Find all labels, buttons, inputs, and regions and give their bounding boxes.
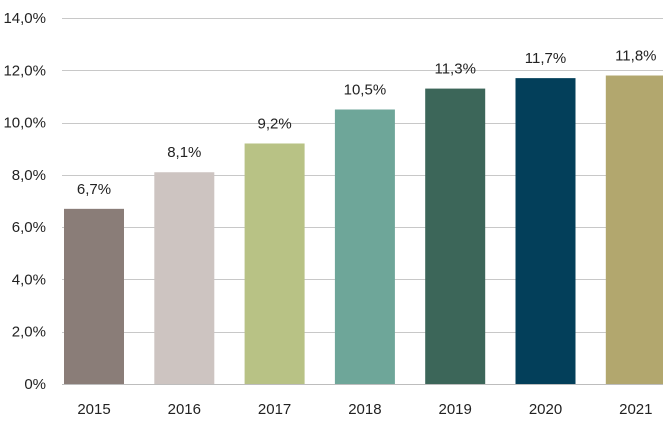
data-label: 11,7%	[525, 50, 566, 67]
x-tick-label: 2020	[529, 401, 562, 418]
y-tick-label: 2,0%	[12, 324, 46, 341]
y-tick-label: 0%	[24, 376, 46, 393]
x-axis-ticks: 2015 2016 2017 2018 2019 2020 2021	[77, 401, 652, 418]
y-tick-label: 4,0%	[12, 271, 46, 288]
y-tick-label: 6,0%	[12, 219, 46, 236]
x-tick-label: 2015	[77, 401, 110, 418]
x-tick-label: 2018	[348, 401, 381, 418]
bar-2017	[244, 143, 305, 384]
bar-2016	[154, 172, 215, 384]
data-labels: 6,7% 8,1% 9,2% 10,5% 11,3% 11,7% 11,8%	[77, 48, 657, 198]
data-label: 6,7%	[77, 181, 111, 198]
bar-2015	[64, 208, 124, 384]
y-tick-label: 14,0%	[3, 10, 46, 27]
y-tick-label: 8,0%	[12, 167, 46, 184]
y-tick-label: 10,0%	[3, 115, 46, 132]
data-label: 11,3%	[434, 61, 475, 78]
data-label: 10,5%	[344, 82, 387, 99]
bar-2021	[605, 75, 663, 384]
data-label: 8,1%	[167, 144, 201, 161]
data-label: 9,2%	[257, 115, 291, 132]
data-label: 11,8%	[615, 48, 656, 65]
y-tick-label: 12,0%	[3, 62, 46, 79]
x-tick-label: 2021	[619, 401, 652, 418]
x-tick-label: 2019	[439, 401, 472, 418]
bar-2020	[515, 78, 576, 384]
bar-2019	[425, 88, 486, 384]
x-tick-label: 2017	[258, 401, 291, 418]
y-axis-ticks: 0% 2,0% 4,0% 6,0% 8,0% 10,0% 12,0% 14,0%	[3, 10, 46, 393]
bar-2018	[334, 109, 395, 384]
x-tick-label: 2016	[168, 401, 201, 418]
bars	[64, 75, 663, 384]
